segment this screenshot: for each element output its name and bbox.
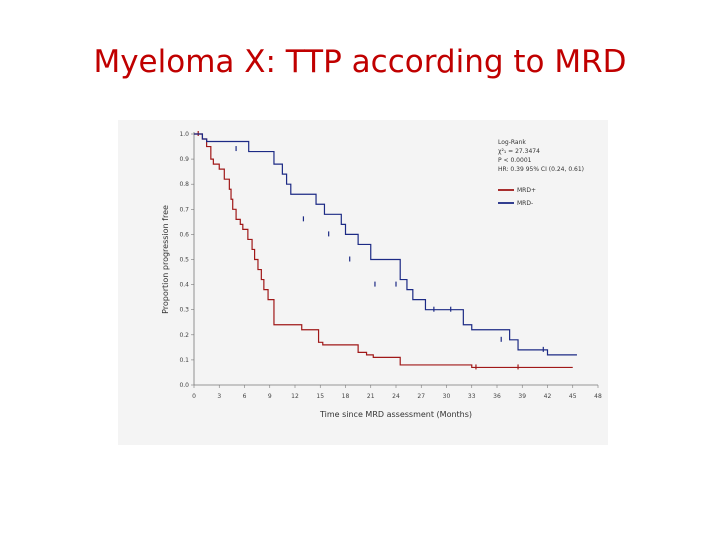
x-tick-label: 21 (367, 393, 375, 400)
y-tick-label: 0.2 (179, 332, 189, 339)
x-tick-label: 27 (417, 393, 425, 400)
km-chart: 0.00.10.20.30.40.50.60.70.80.91.00 3 6 9 12 1… (161, 131, 602, 419)
x-tick-label: 45 (569, 393, 577, 400)
y-tick-label: 0.8 (179, 181, 189, 188)
y-tick-label: 0.0 (179, 382, 189, 389)
y-tick-label: 0.7 (179, 206, 189, 213)
y-tick-label: 1.0 (179, 131, 189, 138)
x-axis-title: Time since MRD assessment (Months) (319, 410, 472, 419)
x-tick-label: 18 (342, 393, 350, 400)
km-chart-panel: 0.0 0.1 0.2 0.3 0.4 0.5 0.6 0.7 0.8 0.9 1.0 0 3 6 9 12 1… (118, 120, 608, 445)
x-tick-label: 39 (518, 393, 526, 400)
x-tick-label: 24 (392, 393, 400, 400)
y-tick-label: 0.5 (179, 257, 189, 264)
x-tick-label: 30 (443, 393, 451, 400)
x-tick-label: 33 (468, 393, 476, 400)
y-tick-label: 0.1 (179, 357, 189, 364)
x-tick-label: 36 (493, 393, 501, 400)
legend-stat-line: Log-Rank (498, 139, 526, 146)
x-tick-label: 6 (243, 393, 247, 400)
x-tick-label: 0 (192, 393, 196, 400)
x-tick-label: 3 (217, 393, 221, 400)
mrd-neg-legend-label: MRD- (517, 200, 533, 207)
x-tick-label: 12 (291, 393, 299, 400)
mrd-neg-curve (194, 133, 577, 356)
chart-legend: Log-Rank χ²₁ = 27.3474 P < 0.0001 HR: 0.39 … (498, 139, 584, 207)
y-tick-label: 0.4 (179, 282, 189, 289)
mrd-pos-curve (194, 133, 573, 369)
slide-title: Myeloma X: TTP according to MRD (93, 44, 627, 80)
y-tick-label: 0.3 (179, 307, 189, 314)
x-tick-label: 48 (594, 393, 602, 400)
x-tick-label: 9 (268, 393, 272, 400)
y-tick-label: 0.9 (179, 156, 189, 163)
mrd-pos-legend-label: MRD+ (517, 187, 536, 194)
chart-curves (194, 131, 577, 370)
legend-stat-line: χ²₁ = 27.3474 (498, 148, 540, 155)
legend-stat-line: P < 0.0001 (498, 157, 532, 164)
chart-axes: 0.00.10.20.30.40.50.60.70.80.91.00 3 6 9 12 1… (161, 131, 602, 419)
x-tick-label: 42 (544, 393, 552, 400)
x-tick-label: 15 (316, 393, 324, 400)
legend-stat-line: HR: 0.39 95% CI (0.24, 0.61) (498, 166, 584, 173)
y-axis-title: Proportion progression free (161, 205, 170, 314)
y-tick-label: 0.6 (179, 231, 189, 238)
